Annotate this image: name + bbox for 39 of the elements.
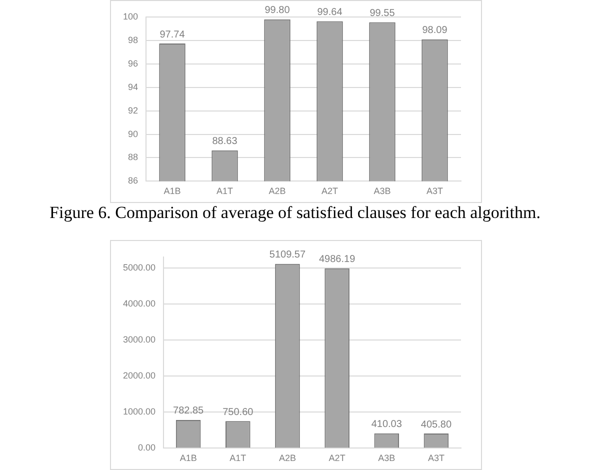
data-label: 405.80 bbox=[420, 419, 452, 430]
x-tick-label: A2B bbox=[268, 186, 286, 196]
x-tick-label: A2T bbox=[322, 186, 339, 196]
data-label: 750.60 bbox=[222, 406, 254, 418]
y-tick-label: 100 bbox=[122, 11, 138, 22]
data-label: 97.74 bbox=[160, 29, 186, 40]
y-tick-label: 94 bbox=[128, 82, 138, 92]
data-label: 98.09 bbox=[422, 25, 448, 36]
x-tick-label: A2T bbox=[328, 453, 346, 464]
data-label: 4986.19 bbox=[318, 254, 356, 266]
data-label: 782.85 bbox=[173, 406, 204, 417]
x-tick-label: A1T bbox=[230, 453, 247, 464]
y-tick-label: 88 bbox=[128, 152, 138, 162]
data-label: 5109.57 bbox=[269, 250, 306, 261]
caption: Figure 6. Comparison of average of satisfied clauses for each algorithm. bbox=[48, 203, 542, 223]
data-label: 410.03 bbox=[371, 419, 402, 430]
x-tick-label: A3T bbox=[428, 453, 445, 464]
y-tick-label: 90 bbox=[128, 128, 138, 139]
y-tick-label: 4000.00 bbox=[122, 298, 156, 308]
y-tick-label: 98 bbox=[128, 34, 138, 45]
x-tick-label: A1B bbox=[180, 453, 197, 464]
y-tick-label: 5000.00 bbox=[122, 262, 156, 272]
y-tick-label: 3000.00 bbox=[122, 334, 156, 344]
x-tick-label: A1B bbox=[164, 186, 181, 196]
x-tick-label: A3B bbox=[378, 453, 396, 464]
data-label: 88.63 bbox=[212, 136, 238, 148]
data-label: 99.80 bbox=[264, 5, 290, 16]
y-tick-label: 1000.00 bbox=[122, 406, 156, 417]
data-label: 99.55 bbox=[370, 8, 396, 20]
y-tick-label: 86 bbox=[128, 176, 138, 186]
y-tick-label: 0.00 bbox=[138, 442, 156, 453]
data-label: 99.64 bbox=[317, 6, 343, 18]
x-tick-label: A3T bbox=[426, 186, 444, 196]
y-tick-label: 2000.00 bbox=[122, 370, 156, 381]
x-tick-label: A3B bbox=[374, 186, 391, 196]
y-tick-label: 96 bbox=[128, 58, 138, 68]
x-tick-label: A1T bbox=[216, 186, 234, 196]
x-tick-label: A2B bbox=[278, 453, 296, 464]
y-tick-label: 92 bbox=[128, 105, 138, 116]
